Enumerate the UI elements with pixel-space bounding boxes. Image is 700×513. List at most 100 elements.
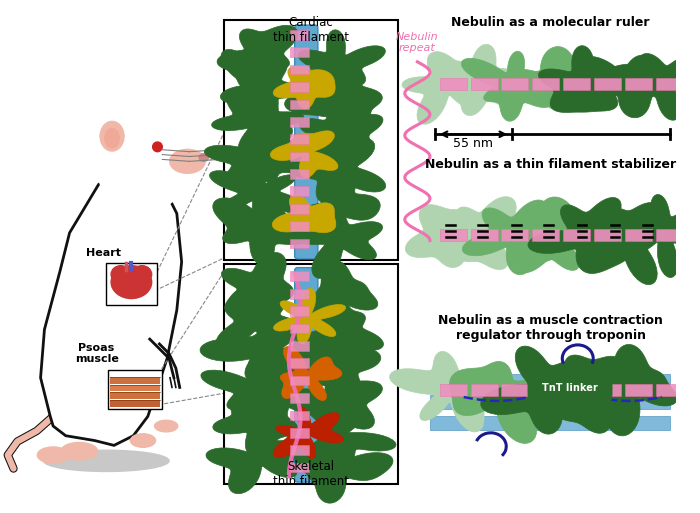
Circle shape xyxy=(153,142,162,152)
Polygon shape xyxy=(280,347,342,401)
Polygon shape xyxy=(270,131,338,177)
Bar xyxy=(656,78,683,90)
Ellipse shape xyxy=(105,128,119,148)
Polygon shape xyxy=(630,53,700,120)
Bar xyxy=(470,78,498,90)
Bar xyxy=(224,264,398,484)
Bar xyxy=(290,324,309,333)
Polygon shape xyxy=(217,25,298,90)
Ellipse shape xyxy=(101,122,124,151)
Polygon shape xyxy=(405,205,484,267)
Polygon shape xyxy=(216,288,305,350)
Polygon shape xyxy=(200,326,307,381)
Polygon shape xyxy=(281,370,382,429)
Bar xyxy=(532,384,559,396)
Polygon shape xyxy=(299,105,383,167)
Polygon shape xyxy=(304,343,381,397)
Polygon shape xyxy=(272,195,336,232)
Ellipse shape xyxy=(43,450,169,471)
Text: Heart: Heart xyxy=(86,248,121,258)
Bar xyxy=(290,239,309,248)
Bar xyxy=(290,410,309,420)
Ellipse shape xyxy=(155,420,178,432)
Polygon shape xyxy=(221,252,293,317)
Polygon shape xyxy=(581,55,668,118)
Polygon shape xyxy=(285,74,382,129)
Text: Cardiac
thin filament: Cardiac thin filament xyxy=(273,16,349,45)
Polygon shape xyxy=(461,51,559,121)
Bar xyxy=(290,30,309,40)
Polygon shape xyxy=(528,198,631,273)
Bar xyxy=(470,384,498,396)
Bar xyxy=(470,229,498,241)
Text: Psoas
muscle: Psoas muscle xyxy=(75,343,118,364)
Polygon shape xyxy=(209,157,308,227)
Bar xyxy=(110,385,160,391)
Polygon shape xyxy=(287,138,386,204)
Polygon shape xyxy=(506,197,594,273)
Bar xyxy=(290,428,309,438)
Polygon shape xyxy=(295,440,393,503)
Polygon shape xyxy=(274,288,346,344)
FancyBboxPatch shape xyxy=(295,268,318,482)
Bar xyxy=(594,229,621,241)
Bar xyxy=(290,306,309,316)
Bar xyxy=(656,229,683,241)
Bar xyxy=(501,78,528,90)
Polygon shape xyxy=(538,46,641,112)
Bar xyxy=(290,289,309,299)
Polygon shape xyxy=(462,200,557,274)
Polygon shape xyxy=(504,47,584,111)
Ellipse shape xyxy=(130,434,155,447)
Bar xyxy=(564,78,590,90)
Bar xyxy=(625,384,652,396)
Ellipse shape xyxy=(170,150,205,173)
Polygon shape xyxy=(444,44,517,115)
Bar xyxy=(532,229,559,241)
Bar xyxy=(656,384,683,396)
Ellipse shape xyxy=(61,443,97,460)
FancyBboxPatch shape xyxy=(295,25,318,259)
Bar xyxy=(108,370,162,409)
Bar xyxy=(290,82,309,92)
Bar xyxy=(290,117,309,127)
Polygon shape xyxy=(390,351,501,432)
Bar xyxy=(564,384,590,396)
Bar xyxy=(440,384,467,396)
Polygon shape xyxy=(298,30,386,88)
Ellipse shape xyxy=(99,131,188,211)
Text: Nebulin as a molecular ruler: Nebulin as a molecular ruler xyxy=(452,16,650,29)
Bar xyxy=(290,221,309,231)
Bar xyxy=(106,263,157,305)
Bar xyxy=(290,463,309,472)
Polygon shape xyxy=(220,49,300,125)
Polygon shape xyxy=(41,165,181,445)
Bar xyxy=(290,359,309,368)
Bar xyxy=(290,186,309,196)
Bar xyxy=(290,47,309,57)
Polygon shape xyxy=(287,166,380,232)
Bar xyxy=(594,78,621,90)
Ellipse shape xyxy=(132,266,152,283)
Polygon shape xyxy=(598,344,677,436)
Polygon shape xyxy=(273,407,344,459)
Bar xyxy=(290,376,309,385)
Polygon shape xyxy=(273,67,335,109)
Polygon shape xyxy=(452,196,516,269)
Polygon shape xyxy=(211,94,304,155)
Bar xyxy=(532,78,559,90)
Polygon shape xyxy=(620,194,700,278)
Polygon shape xyxy=(292,290,384,360)
Polygon shape xyxy=(206,426,304,494)
Bar xyxy=(430,374,669,387)
Bar xyxy=(110,377,160,384)
Bar xyxy=(290,100,309,109)
Ellipse shape xyxy=(38,447,69,463)
Polygon shape xyxy=(307,260,378,334)
Polygon shape xyxy=(449,362,548,443)
Bar xyxy=(290,393,309,403)
Bar xyxy=(440,78,467,90)
Bar xyxy=(430,417,669,430)
Bar xyxy=(290,134,309,144)
Bar xyxy=(110,400,160,407)
